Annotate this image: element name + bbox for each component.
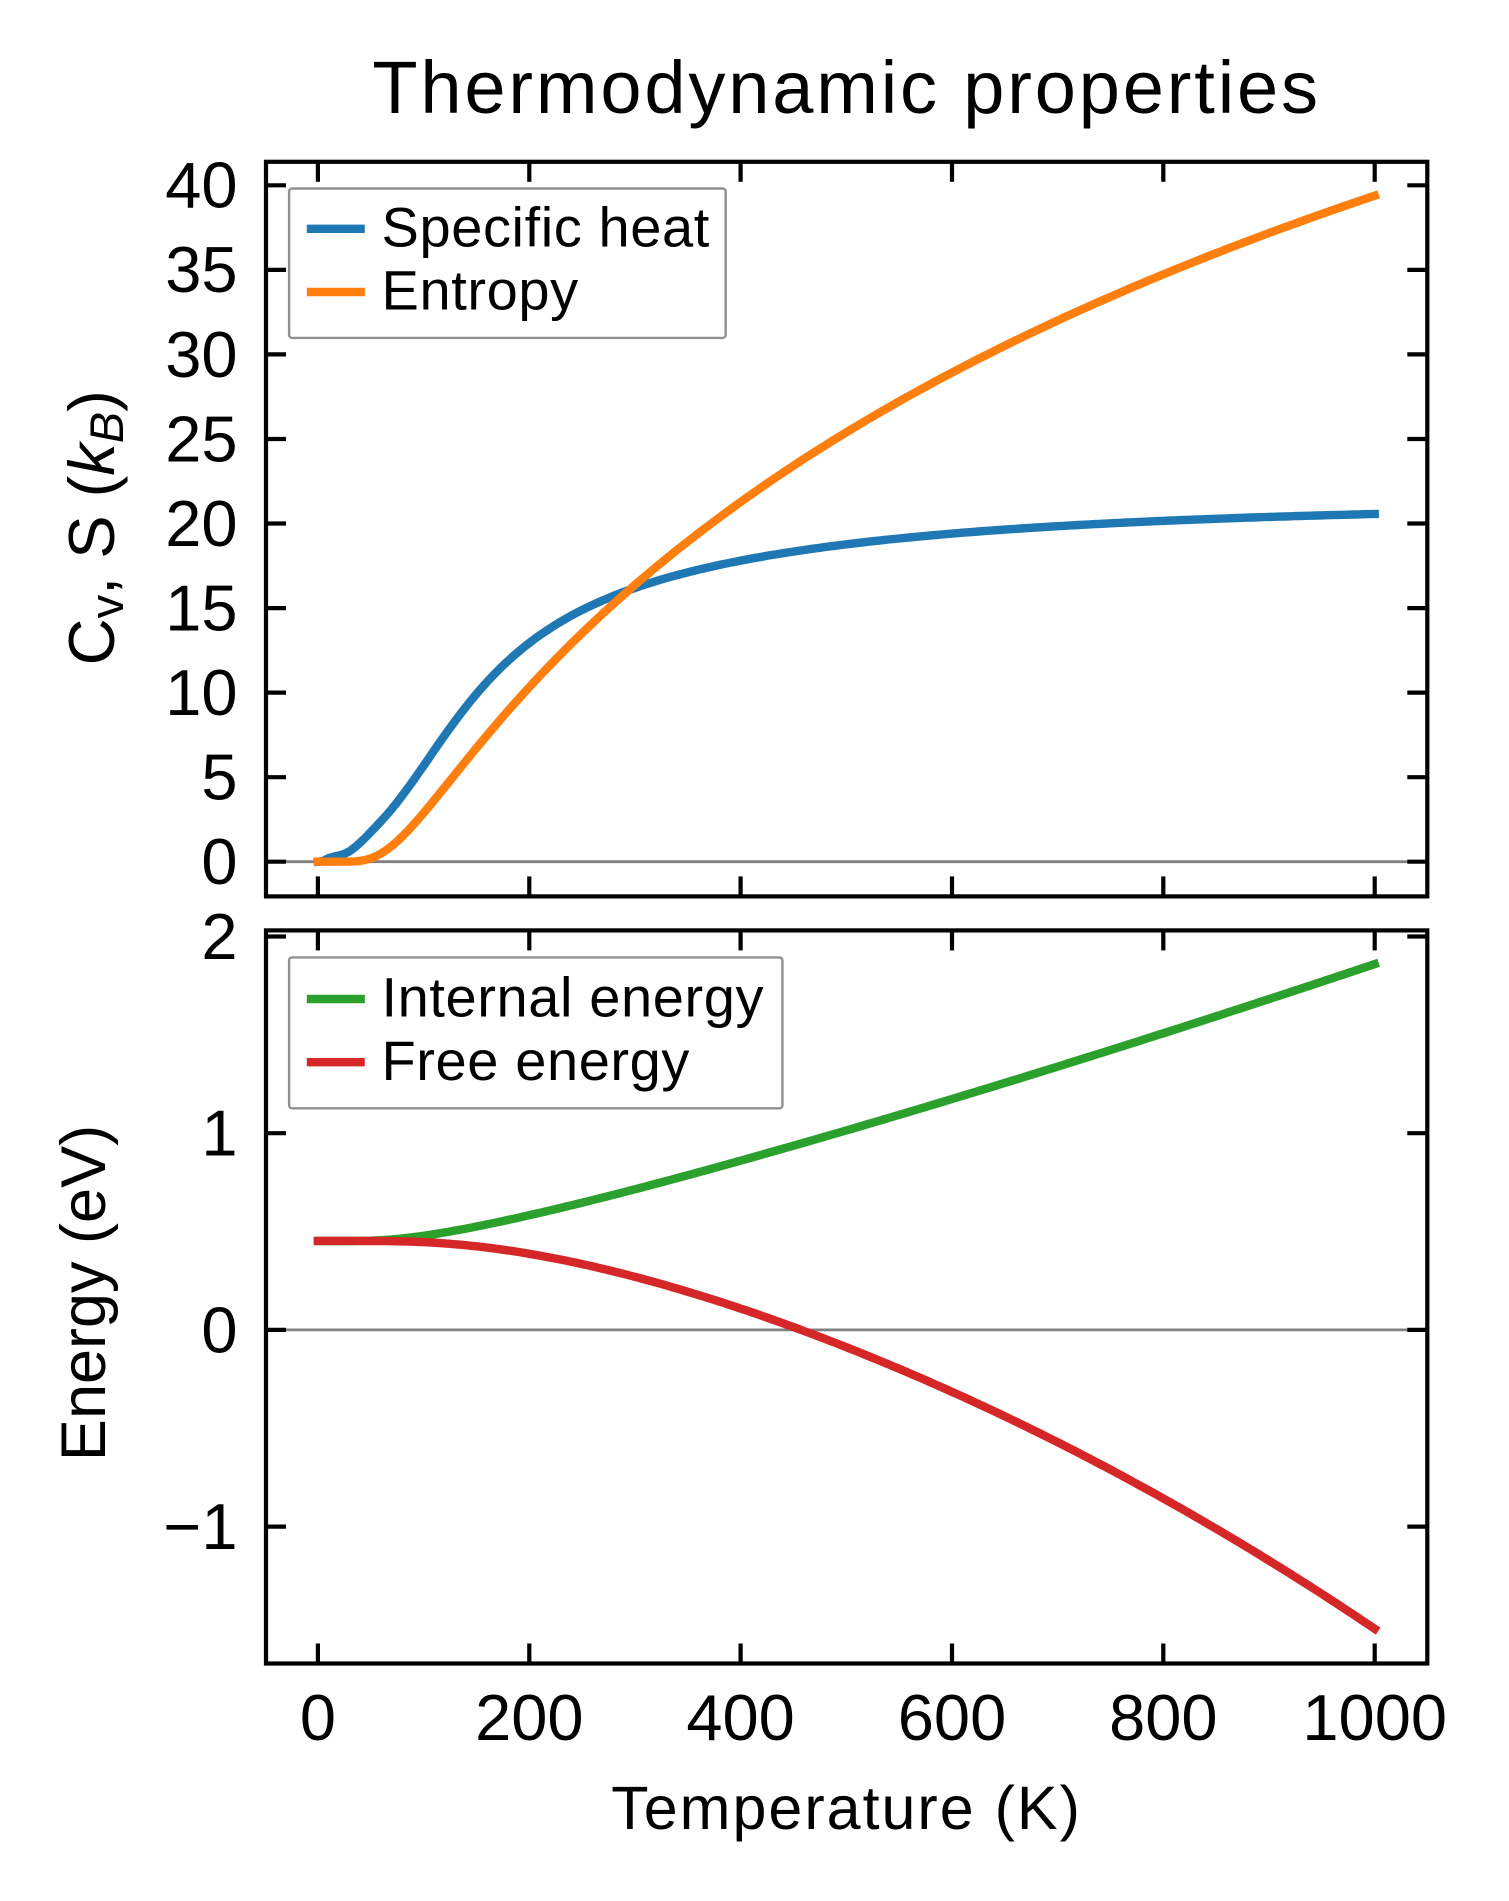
svg-text:40: 40 [165, 149, 237, 222]
svg-text:20: 20 [165, 487, 237, 560]
svg-text:1000: 1000 [1302, 1681, 1447, 1754]
svg-text:25: 25 [165, 402, 237, 475]
svg-text:5: 5 [201, 741, 237, 814]
svg-text:0: 0 [201, 1293, 237, 1366]
svg-text:200: 200 [475, 1681, 583, 1754]
svg-text:2: 2 [201, 900, 237, 973]
svg-text:Internal energy: Internal energy [382, 966, 765, 1029]
svg-text:Entropy: Entropy [382, 259, 579, 322]
svg-text:Thermodynamic properties: Thermodynamic properties [372, 46, 1321, 129]
svg-text:1: 1 [201, 1097, 237, 1170]
svg-text:30: 30 [165, 318, 237, 391]
svg-text:Cv, S (kB): Cv, S (kB) [55, 390, 133, 665]
svg-text:Energy (eV): Energy (eV) [49, 1125, 119, 1461]
svg-text:Free energy: Free energy [382, 1029, 691, 1092]
svg-text:800: 800 [1109, 1681, 1217, 1754]
svg-text:600: 600 [898, 1681, 1006, 1754]
svg-text:400: 400 [686, 1681, 794, 1754]
svg-text:0: 0 [300, 1681, 336, 1754]
svg-text:35: 35 [165, 233, 237, 306]
svg-text:10: 10 [165, 656, 237, 729]
svg-text:15: 15 [165, 572, 237, 645]
svg-text:Temperature (K): Temperature (K) [611, 1774, 1082, 1842]
svg-text:Specific heat: Specific heat [382, 196, 710, 259]
svg-text:0: 0 [201, 825, 237, 898]
svg-text:−1: −1 [163, 1490, 237, 1563]
